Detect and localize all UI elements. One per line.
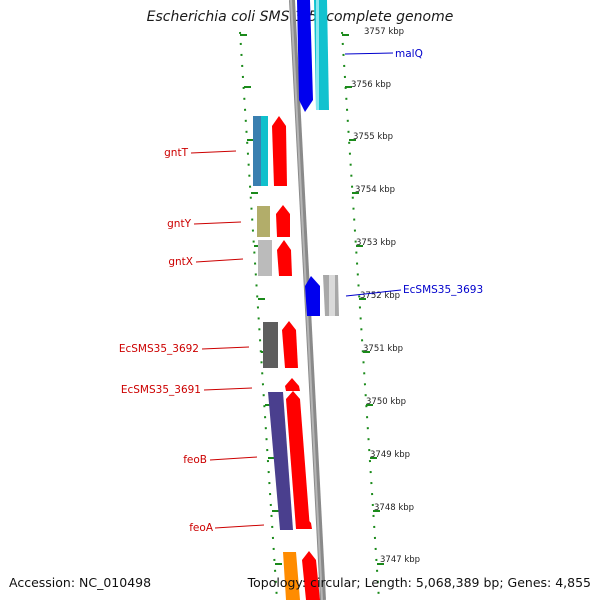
gene-label-malQ: malQ [395,48,423,60]
forward-label-lines [190,150,265,529]
gene-block [297,0,313,112]
kbp-label: 3756 kbp [351,80,391,90]
gene-label-feoA: feoA [189,522,214,534]
gene-block [258,240,272,276]
gene-block [297,515,312,529]
gene-block [257,206,270,237]
gene-block [272,116,287,186]
gene-block [276,205,290,237]
reverse-label-lines [344,52,402,297]
reverse-genes [297,0,339,316]
topology-text: Topology: circular; Length: 5,068,389 bp… [247,575,591,590]
gene-label-feoB: feoB [183,454,207,466]
tick-guides [239,31,380,600]
gene-block [305,276,320,316]
kbp-label: 3750 kbp [366,397,406,407]
kbp-label: 3751 kbp [363,344,403,354]
forward-genes [253,116,320,600]
gene-block [277,240,292,276]
kbp-label: 3747 kbp [380,555,420,565]
kbp-label: 3752 kbp [360,291,400,301]
kbp-label: 3754 kbp [355,185,395,195]
gene-label-gntY: gntY [167,218,191,230]
gene-block [286,391,310,529]
gene-block [329,275,335,316]
gene-block [253,116,261,186]
gene-label-ecsms35-3692: EcSMS35_3692 [119,343,199,355]
gene-block [268,392,293,530]
gene-label-gntX: gntX [168,256,193,268]
gene-block [316,0,319,110]
gene-label-gntT: gntT [164,147,188,159]
accession-text: Accession: NC_010498 [9,575,152,590]
kbp-label: 3753 kbp [356,238,396,248]
gene-block [283,552,300,600]
gene-block [285,378,300,391]
gene-label-ecsms35-3691: EcSMS35_3691 [121,384,201,396]
kbp-label: 3757 kbp [364,27,404,37]
gene-block [302,551,320,600]
gene-block [282,321,298,368]
kbp-label: 3755 kbp [353,132,393,142]
gene-label-ecsms35-3693: EcSMS35_3693 [403,284,483,296]
gene-block [261,116,268,186]
kbp-label: 3749 kbp [370,450,410,460]
gene-block [263,322,278,368]
kbp-label: 3748 kbp [374,503,414,513]
